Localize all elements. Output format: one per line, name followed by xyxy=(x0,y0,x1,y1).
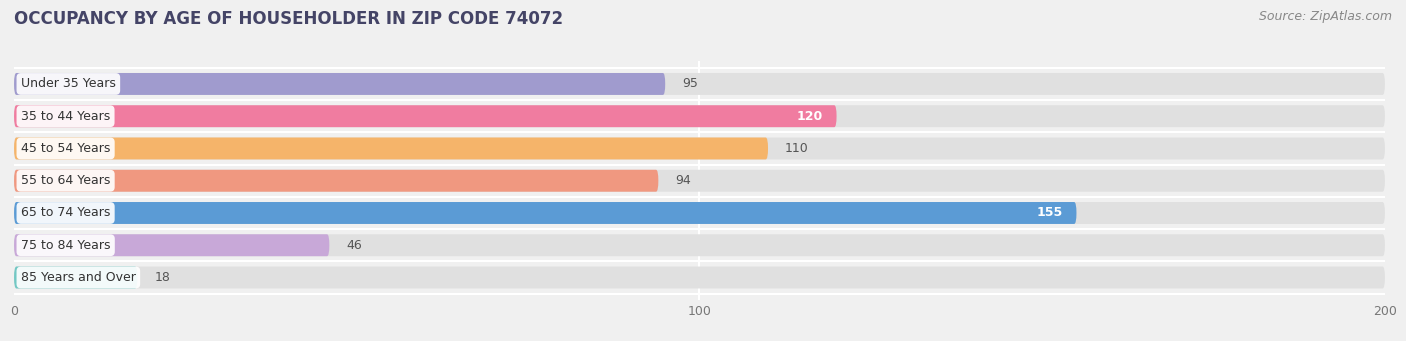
Text: 45 to 54 Years: 45 to 54 Years xyxy=(21,142,110,155)
Text: 95: 95 xyxy=(682,77,699,90)
FancyBboxPatch shape xyxy=(14,202,1385,224)
FancyBboxPatch shape xyxy=(14,105,837,127)
FancyBboxPatch shape xyxy=(14,170,1385,192)
Text: 110: 110 xyxy=(785,142,808,155)
Text: 94: 94 xyxy=(675,174,692,187)
FancyBboxPatch shape xyxy=(14,73,665,95)
FancyBboxPatch shape xyxy=(14,267,1385,288)
Text: 46: 46 xyxy=(346,239,363,252)
Text: 18: 18 xyxy=(155,271,170,284)
Text: Under 35 Years: Under 35 Years xyxy=(21,77,115,90)
FancyBboxPatch shape xyxy=(14,73,1385,95)
Text: 35 to 44 Years: 35 to 44 Years xyxy=(21,110,110,123)
FancyBboxPatch shape xyxy=(14,234,1385,256)
Text: 55 to 64 Years: 55 to 64 Years xyxy=(21,174,110,187)
FancyBboxPatch shape xyxy=(14,202,1077,224)
Text: 75 to 84 Years: 75 to 84 Years xyxy=(21,239,111,252)
FancyBboxPatch shape xyxy=(14,105,1385,127)
FancyBboxPatch shape xyxy=(14,234,329,256)
FancyBboxPatch shape xyxy=(14,170,658,192)
FancyBboxPatch shape xyxy=(14,137,1385,160)
Text: 155: 155 xyxy=(1036,207,1063,220)
FancyBboxPatch shape xyxy=(14,267,138,288)
Text: Source: ZipAtlas.com: Source: ZipAtlas.com xyxy=(1258,10,1392,23)
FancyBboxPatch shape xyxy=(14,137,768,160)
Text: 120: 120 xyxy=(797,110,823,123)
Text: OCCUPANCY BY AGE OF HOUSEHOLDER IN ZIP CODE 74072: OCCUPANCY BY AGE OF HOUSEHOLDER IN ZIP C… xyxy=(14,10,564,28)
Text: 85 Years and Over: 85 Years and Over xyxy=(21,271,136,284)
Text: 65 to 74 Years: 65 to 74 Years xyxy=(21,207,110,220)
